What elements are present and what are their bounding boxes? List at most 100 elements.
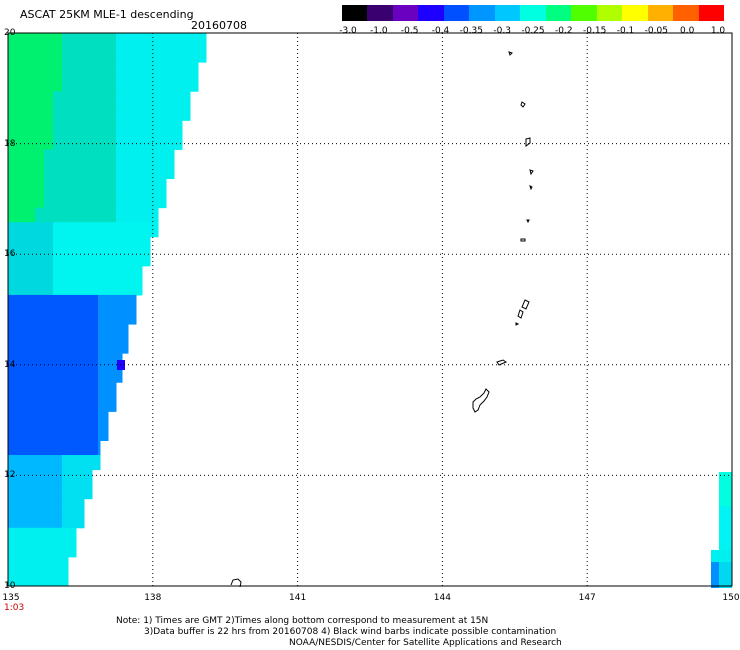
wind-cell bbox=[107, 338, 117, 354]
wind-cell bbox=[8, 222, 18, 238]
wind-cell bbox=[44, 324, 54, 340]
wind-cell bbox=[44, 222, 54, 238]
wind-cell bbox=[53, 280, 63, 296]
wind-cell bbox=[134, 33, 144, 49]
wind-cell bbox=[89, 484, 93, 500]
wind-cell bbox=[188, 105, 191, 121]
wind-cell bbox=[125, 324, 129, 340]
wind-cell bbox=[8, 469, 18, 485]
wind-cell bbox=[98, 396, 108, 412]
wind-cell bbox=[170, 134, 180, 150]
wind-cell bbox=[53, 47, 63, 63]
wind-cell bbox=[98, 91, 108, 107]
wind-cell bbox=[26, 105, 36, 121]
wind-cell bbox=[35, 193, 45, 209]
wind-cell bbox=[35, 513, 45, 529]
wind-cell bbox=[62, 178, 72, 194]
wind-cell bbox=[35, 425, 45, 441]
wind-cell bbox=[98, 353, 108, 369]
wind-cell bbox=[35, 222, 45, 238]
wind-cell bbox=[26, 62, 36, 78]
wind-cell bbox=[62, 265, 72, 281]
wind-cell bbox=[35, 294, 45, 310]
color-scale-swatch bbox=[342, 5, 368, 21]
wind-cell bbox=[161, 62, 171, 78]
wind-cell bbox=[143, 105, 153, 121]
wind-cell bbox=[8, 556, 18, 572]
wind-cell bbox=[98, 425, 108, 441]
latitude-label: 16 bbox=[4, 249, 16, 260]
wind-cell bbox=[53, 440, 63, 456]
wind-cell bbox=[8, 455, 18, 471]
wind-cell bbox=[8, 440, 18, 456]
wind-cell bbox=[143, 222, 153, 238]
wind-cell bbox=[62, 440, 72, 456]
wind-cell bbox=[53, 91, 63, 107]
wind-cell bbox=[53, 367, 63, 383]
wind-cell bbox=[53, 513, 63, 529]
wind-cell bbox=[80, 134, 90, 150]
wind-cell bbox=[98, 149, 108, 165]
wind-cell bbox=[62, 134, 72, 150]
wind-cell bbox=[116, 149, 126, 165]
wind-cell bbox=[98, 120, 108, 136]
wind-cell bbox=[116, 47, 126, 63]
wind-cell bbox=[89, 338, 99, 354]
wind-cell bbox=[62, 411, 72, 427]
wind-cell bbox=[89, 193, 99, 209]
wind-cell bbox=[89, 91, 99, 107]
wind-cell bbox=[89, 178, 99, 194]
wind-cell bbox=[71, 47, 81, 63]
wind-cell bbox=[44, 62, 54, 78]
wind-cell bbox=[170, 62, 180, 78]
wind-cell bbox=[71, 309, 81, 325]
wind-cell bbox=[35, 338, 45, 354]
wind-cell bbox=[116, 33, 126, 49]
color-scale-swatch bbox=[571, 5, 597, 21]
wind-cell bbox=[152, 91, 162, 107]
wind-cell bbox=[89, 309, 99, 325]
wind-cell bbox=[44, 236, 54, 252]
wind-cell bbox=[71, 163, 81, 180]
wind-cell bbox=[80, 294, 90, 310]
wind-cell bbox=[17, 120, 27, 136]
wind-cell bbox=[8, 280, 18, 296]
color-scale-label: -0.4 bbox=[431, 26, 450, 36]
wind-cell bbox=[107, 396, 117, 412]
data-swath-west bbox=[8, 33, 207, 587]
island-ngulu bbox=[230, 578, 242, 588]
wind-cell bbox=[152, 120, 162, 136]
wind-cell bbox=[8, 338, 18, 354]
wind-cell bbox=[71, 62, 81, 78]
wind-cell bbox=[143, 149, 153, 165]
wind-cell bbox=[107, 294, 117, 310]
wind-cell bbox=[98, 324, 108, 340]
wind-cell bbox=[35, 163, 45, 180]
wind-cell bbox=[71, 542, 77, 558]
wind-cell bbox=[152, 62, 162, 78]
wind-cell bbox=[80, 484, 90, 500]
wind-cell bbox=[71, 76, 81, 92]
wind-cell bbox=[8, 62, 18, 78]
wind-cell bbox=[134, 62, 144, 78]
wind-cell bbox=[170, 120, 180, 136]
wind-cell bbox=[89, 265, 99, 281]
color-scale-swatch bbox=[494, 5, 521, 21]
wind-cell bbox=[89, 469, 93, 485]
wind-cell bbox=[35, 47, 45, 63]
wind-cell bbox=[89, 455, 99, 471]
wind-cell bbox=[53, 193, 63, 209]
wind-cell bbox=[161, 91, 171, 107]
wind-cell bbox=[80, 280, 90, 296]
wind-cell bbox=[125, 178, 135, 194]
wind-cell bbox=[71, 222, 81, 238]
wind-cell bbox=[26, 120, 36, 136]
wind-cell bbox=[53, 207, 63, 223]
wind-cell bbox=[125, 134, 135, 150]
wind-cell bbox=[116, 309, 126, 325]
wind-cell bbox=[8, 571, 18, 587]
color-scale-bar bbox=[342, 5, 725, 21]
wind-cell bbox=[17, 193, 27, 209]
wind-cell bbox=[170, 163, 175, 180]
wind-cell bbox=[143, 236, 151, 252]
